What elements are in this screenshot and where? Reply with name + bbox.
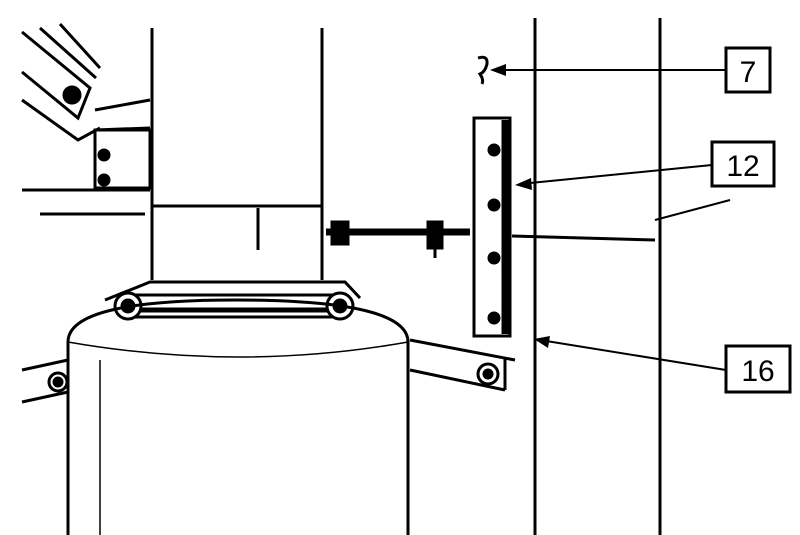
callout-16: 16 <box>724 344 792 394</box>
mounting-plate <box>472 116 656 338</box>
threaded-rod <box>326 220 470 258</box>
callout-label: 7 <box>740 56 757 89</box>
upper-left-bracket <box>21 22 152 216</box>
callout-box <box>724 46 772 94</box>
left-rail <box>21 358 69 404</box>
hook-symbol <box>477 55 489 85</box>
leader-lines <box>495 69 727 371</box>
callout-box <box>724 344 792 394</box>
callout-label: 16 <box>741 355 774 388</box>
right-pipe <box>533 18 731 535</box>
callout-7: 7 <box>724 46 772 94</box>
callout-box <box>710 140 776 188</box>
right-rail <box>409 338 516 392</box>
arrowheads <box>490 64 550 348</box>
callout-12: 12 <box>710 140 776 188</box>
cylindrical-column <box>66 298 410 535</box>
callout-label: 12 <box>726 150 759 183</box>
square-post <box>150 28 324 280</box>
